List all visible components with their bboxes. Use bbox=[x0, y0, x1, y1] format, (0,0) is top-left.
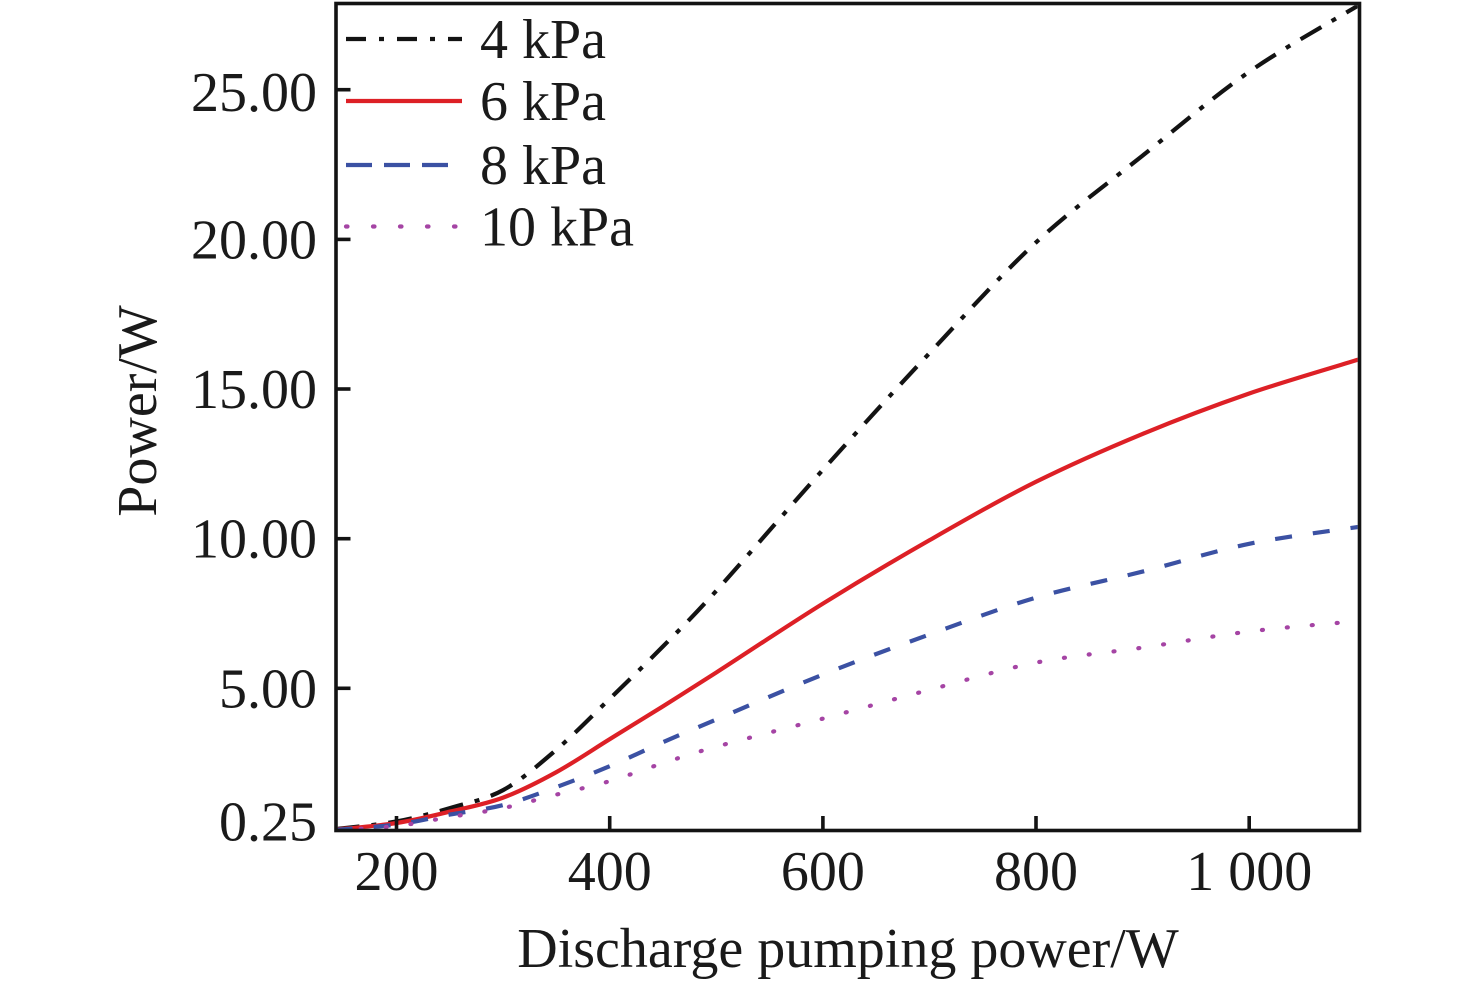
svg-text:20.00: 20.00 bbox=[191, 209, 317, 271]
svg-text:Discharge pumping power/W: Discharge pumping power/W bbox=[517, 918, 1179, 980]
svg-text:1 000: 1 000 bbox=[1186, 841, 1312, 903]
svg-text:0.25: 0.25 bbox=[219, 792, 317, 854]
svg-text:6 kPa: 6 kPa bbox=[480, 71, 606, 133]
svg-text:10.00: 10.00 bbox=[191, 509, 317, 571]
svg-text:10 kPa: 10 kPa bbox=[480, 197, 634, 259]
svg-text:5.00: 5.00 bbox=[219, 658, 317, 720]
svg-text:600: 600 bbox=[781, 841, 865, 903]
svg-text:800: 800 bbox=[994, 841, 1078, 903]
svg-text:Power/W: Power/W bbox=[107, 305, 169, 517]
svg-text:400: 400 bbox=[568, 841, 652, 903]
svg-text:8 kPa: 8 kPa bbox=[480, 135, 606, 197]
svg-text:25.00: 25.00 bbox=[191, 62, 317, 124]
svg-text:15.00: 15.00 bbox=[191, 359, 317, 421]
svg-text:200: 200 bbox=[355, 841, 439, 903]
svg-text:4 kPa: 4 kPa bbox=[480, 9, 606, 71]
